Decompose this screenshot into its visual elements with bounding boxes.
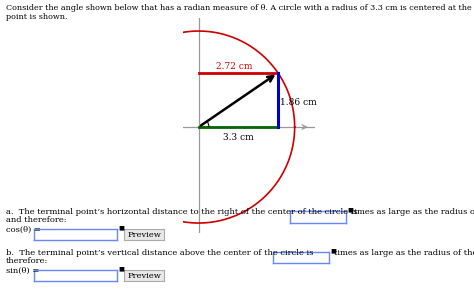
Text: b.  The terminal point’s vertical distance above the center of the circle is: b. The terminal point’s vertical distanc… (6, 249, 313, 257)
Text: times as large as the radius of the circle,: times as large as the radius of the circ… (351, 208, 474, 216)
Text: ■: ■ (118, 267, 124, 272)
Text: ■: ■ (330, 249, 336, 254)
Text: ■: ■ (118, 226, 124, 231)
Text: times as large as the radius of the circle, and: times as large as the radius of the circ… (334, 249, 474, 257)
Text: 2.72 cm: 2.72 cm (216, 62, 253, 71)
Text: 1.86 cm: 1.86 cm (280, 98, 317, 107)
Text: cos(θ) =: cos(θ) = (6, 226, 41, 234)
Text: ■: ■ (347, 208, 353, 213)
Text: and therefore:: and therefore: (6, 216, 66, 224)
Text: sin(θ) =: sin(θ) = (6, 267, 39, 275)
Text: therefore:: therefore: (6, 257, 48, 265)
Text: Consider the angle shown below that has a radian measure of θ. A circle with a r: Consider the angle shown below that has … (6, 4, 474, 13)
Text: a.  The terminal point’s horizontal distance to the right of the center of the c: a. The terminal point’s horizontal dista… (6, 208, 357, 216)
Text: Preview: Preview (128, 231, 161, 239)
Text: 3.3 cm: 3.3 cm (223, 133, 254, 142)
Text: Preview: Preview (128, 272, 161, 280)
Text: point is shown.: point is shown. (6, 13, 67, 21)
